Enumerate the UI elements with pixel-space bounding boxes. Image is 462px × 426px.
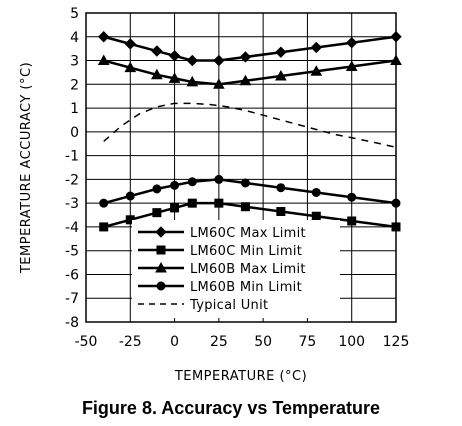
data-point	[170, 203, 180, 213]
series-3	[99, 174, 401, 208]
data-point	[310, 65, 323, 76]
data-point	[390, 54, 402, 66]
data-point	[152, 184, 162, 194]
y-tick-label: -5	[65, 244, 79, 260]
data-point	[276, 206, 286, 216]
x-tick-label: 125	[383, 334, 410, 350]
y-tick-label: -1	[65, 149, 79, 165]
data-point	[240, 178, 250, 188]
chart: -50 -25 0 25 50 75 100 125 5 4 3 2 1 0 -1 -2 -3 -4 -5 -6 -7 -…	[19, 6, 409, 384]
legend-marker	[155, 226, 167, 238]
legend-label: LM60B Max Limit	[190, 262, 306, 277]
data-point	[311, 187, 321, 197]
series-4	[103, 102, 397, 149]
legend-entry: LM60C Max Limit	[138, 226, 306, 241]
legend-entry: LM60B Min Limit	[138, 280, 302, 295]
y-tick-label: -4	[65, 220, 79, 236]
x-tick-label: -50	[75, 334, 98, 350]
legend-entry: LM60B Max Limit	[138, 261, 306, 277]
y-tick-label: -8	[65, 315, 79, 331]
legend-label: LM60C Min Limit	[190, 244, 302, 259]
data-point	[99, 198, 109, 208]
y-tick-label: 1	[70, 101, 79, 117]
series-1	[99, 198, 401, 232]
data-point	[391, 198, 401, 208]
data-point	[168, 50, 181, 62]
data-point	[239, 51, 252, 63]
data-point	[124, 61, 137, 73]
data-point	[152, 208, 162, 218]
plot-frame	[85, 12, 397, 323]
data-point	[125, 191, 135, 201]
data-point	[187, 177, 197, 187]
data-point	[168, 72, 181, 83]
series-0	[98, 31, 402, 67]
series-layer	[97, 31, 402, 232]
data-point	[124, 38, 136, 50]
legend-entry: Typical Unit	[138, 298, 268, 313]
x-tick-label: -25	[119, 334, 142, 350]
legend-marker	[156, 281, 166, 291]
y-tick-label: 0	[70, 125, 79, 141]
data-point	[213, 78, 225, 89]
legend: LM60C Max Limit LM60C Min Limit LM60B Max …	[132, 220, 340, 318]
data-point	[239, 74, 252, 86]
data-point	[275, 69, 287, 81]
y-tick-label: -7	[65, 291, 79, 307]
y-tick-label: -2	[65, 172, 79, 188]
data-point	[151, 68, 163, 80]
y-axis-label: TEMPERATURE ACCURACY (°C)	[19, 62, 34, 274]
x-tick-label: 50	[254, 334, 272, 350]
data-point	[240, 202, 250, 212]
x-tick-label: 100	[338, 334, 365, 350]
y-tick-label: 4	[70, 30, 79, 46]
data-point	[151, 45, 163, 57]
y-tick-label: 3	[70, 54, 79, 70]
data-point	[214, 198, 224, 208]
data-point	[213, 54, 225, 67]
data-point	[99, 222, 109, 232]
data-point	[347, 192, 357, 202]
data-point	[310, 41, 322, 54]
data-point	[170, 180, 180, 190]
x-tick-label: 75	[299, 334, 317, 350]
x-tick-label: 25	[210, 334, 228, 350]
data-point	[97, 54, 110, 66]
data-point	[311, 211, 321, 221]
legend-label: LM60C Max Limit	[190, 226, 306, 241]
series-line	[103, 102, 397, 149]
x-tick-label: 0	[170, 334, 179, 350]
legend-entry: LM60C Min Limit	[138, 244, 302, 259]
data-point	[98, 31, 110, 43]
legend-label: LM60B Min Limit	[190, 280, 302, 295]
tick-labels: -50 -25 0 25 50 75 100 125 5 4 3 2 1 0 -1 -2 -3 -4 -5 -6 -7 -…	[65, 6, 409, 350]
data-point	[214, 174, 224, 184]
data-point	[125, 215, 135, 225]
data-point	[345, 60, 358, 71]
data-point	[186, 54, 198, 67]
y-tick-label: 2	[70, 77, 79, 93]
legend-marker	[156, 245, 166, 255]
data-point	[186, 75, 199, 87]
legend-marker	[155, 261, 167, 273]
data-point	[390, 31, 402, 43]
x-axis-label: TEMPERATURE (°C)	[174, 369, 307, 384]
legend-label: Typical Unit	[189, 298, 268, 313]
y-tick-label: -6	[65, 267, 79, 283]
series-2	[97, 54, 402, 89]
data-point	[187, 198, 197, 208]
data-point	[275, 46, 287, 58]
data-point	[346, 37, 358, 49]
data-point	[347, 216, 357, 226]
y-tick-label: -3	[65, 196, 79, 212]
data-point	[391, 222, 401, 232]
figure-caption: Figure 8. Accuracy vs Temperature	[81, 398, 381, 418]
data-point	[276, 183, 286, 193]
y-tick-label: 5	[70, 6, 79, 22]
